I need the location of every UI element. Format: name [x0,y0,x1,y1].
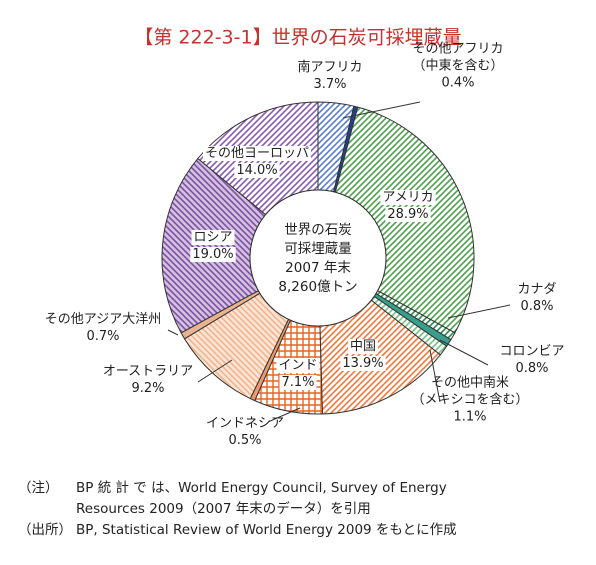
value-label: 14.0% [236,163,277,178]
slice-label: 南アフリカ [297,59,362,75]
chart-title: 【第 222-3-1】世界の石炭可採埋蔵量 [134,27,461,49]
value-label: 19.0% [192,247,233,262]
slice-label: その他アフリカ [412,42,503,57]
value-label: 1.1% [453,410,486,425]
center-label: 2007 年末 [285,260,351,276]
value-label: 3.7% [313,77,346,92]
note-text: BP, Statistical Review of World Energy 2… [76,522,457,538]
leader-line [197,359,233,383]
leader-line [429,349,441,403]
center-hole [249,189,387,327]
slice-label: その他ヨーロッパ [205,146,309,161]
note-text: Resources 2009（2007 年末のデータ）を引用 [76,500,371,517]
value-label: 0.5% [228,433,261,448]
value-label: 28.9% [387,207,428,222]
note-label: （注） [18,480,59,496]
label-bg [190,247,236,262]
leader-line [447,304,511,319]
label-bg [191,230,235,245]
leader-line [342,101,421,119]
slice-label: 中国 [350,339,376,354]
center-label: 可採埋蔵量 [284,241,352,257]
leader-line [167,329,179,336]
value-label: 13.9% [342,356,383,371]
slice-label: オーストラリア [103,364,193,379]
value-label: 0.8% [515,361,548,376]
label-bg [340,356,386,371]
value-label: 0.4% [441,76,474,91]
leader-line [267,407,301,423]
center-label: 世界の石炭 [284,222,352,238]
label-bg [380,190,436,205]
label-bg [234,163,280,178]
slice-label: コロンビア [499,344,564,359]
slice-label: アメリカ [382,190,433,205]
slice-label: カナダ [517,282,556,297]
slice-label: ロシア [193,230,232,245]
leader-line [439,339,489,366]
label-bg [202,146,312,161]
label-bg [347,339,379,354]
value-label: 0.8% [520,299,553,314]
slice-label: インドネシア [206,416,284,431]
slice-label: （メキシコを含む） [411,392,528,408]
note-text: BP 統 計 で は、World Energy Council, Survey … [76,480,447,496]
label-bg [279,375,317,390]
value-label: 9.2% [131,381,164,396]
value-label: 7.1% [281,375,314,390]
value-label: 0.7% [86,329,119,344]
note-label: （出所） [18,522,72,538]
slice-label: その他中南米 [431,375,509,391]
label-bg [276,358,320,373]
slice-label: （中東を含む） [412,58,503,74]
label-bg [385,207,431,222]
slice-label: その他アジア大洋州 [45,312,161,327]
slice-label: インド [278,358,317,373]
center-label: 8,260億トン [278,279,357,295]
